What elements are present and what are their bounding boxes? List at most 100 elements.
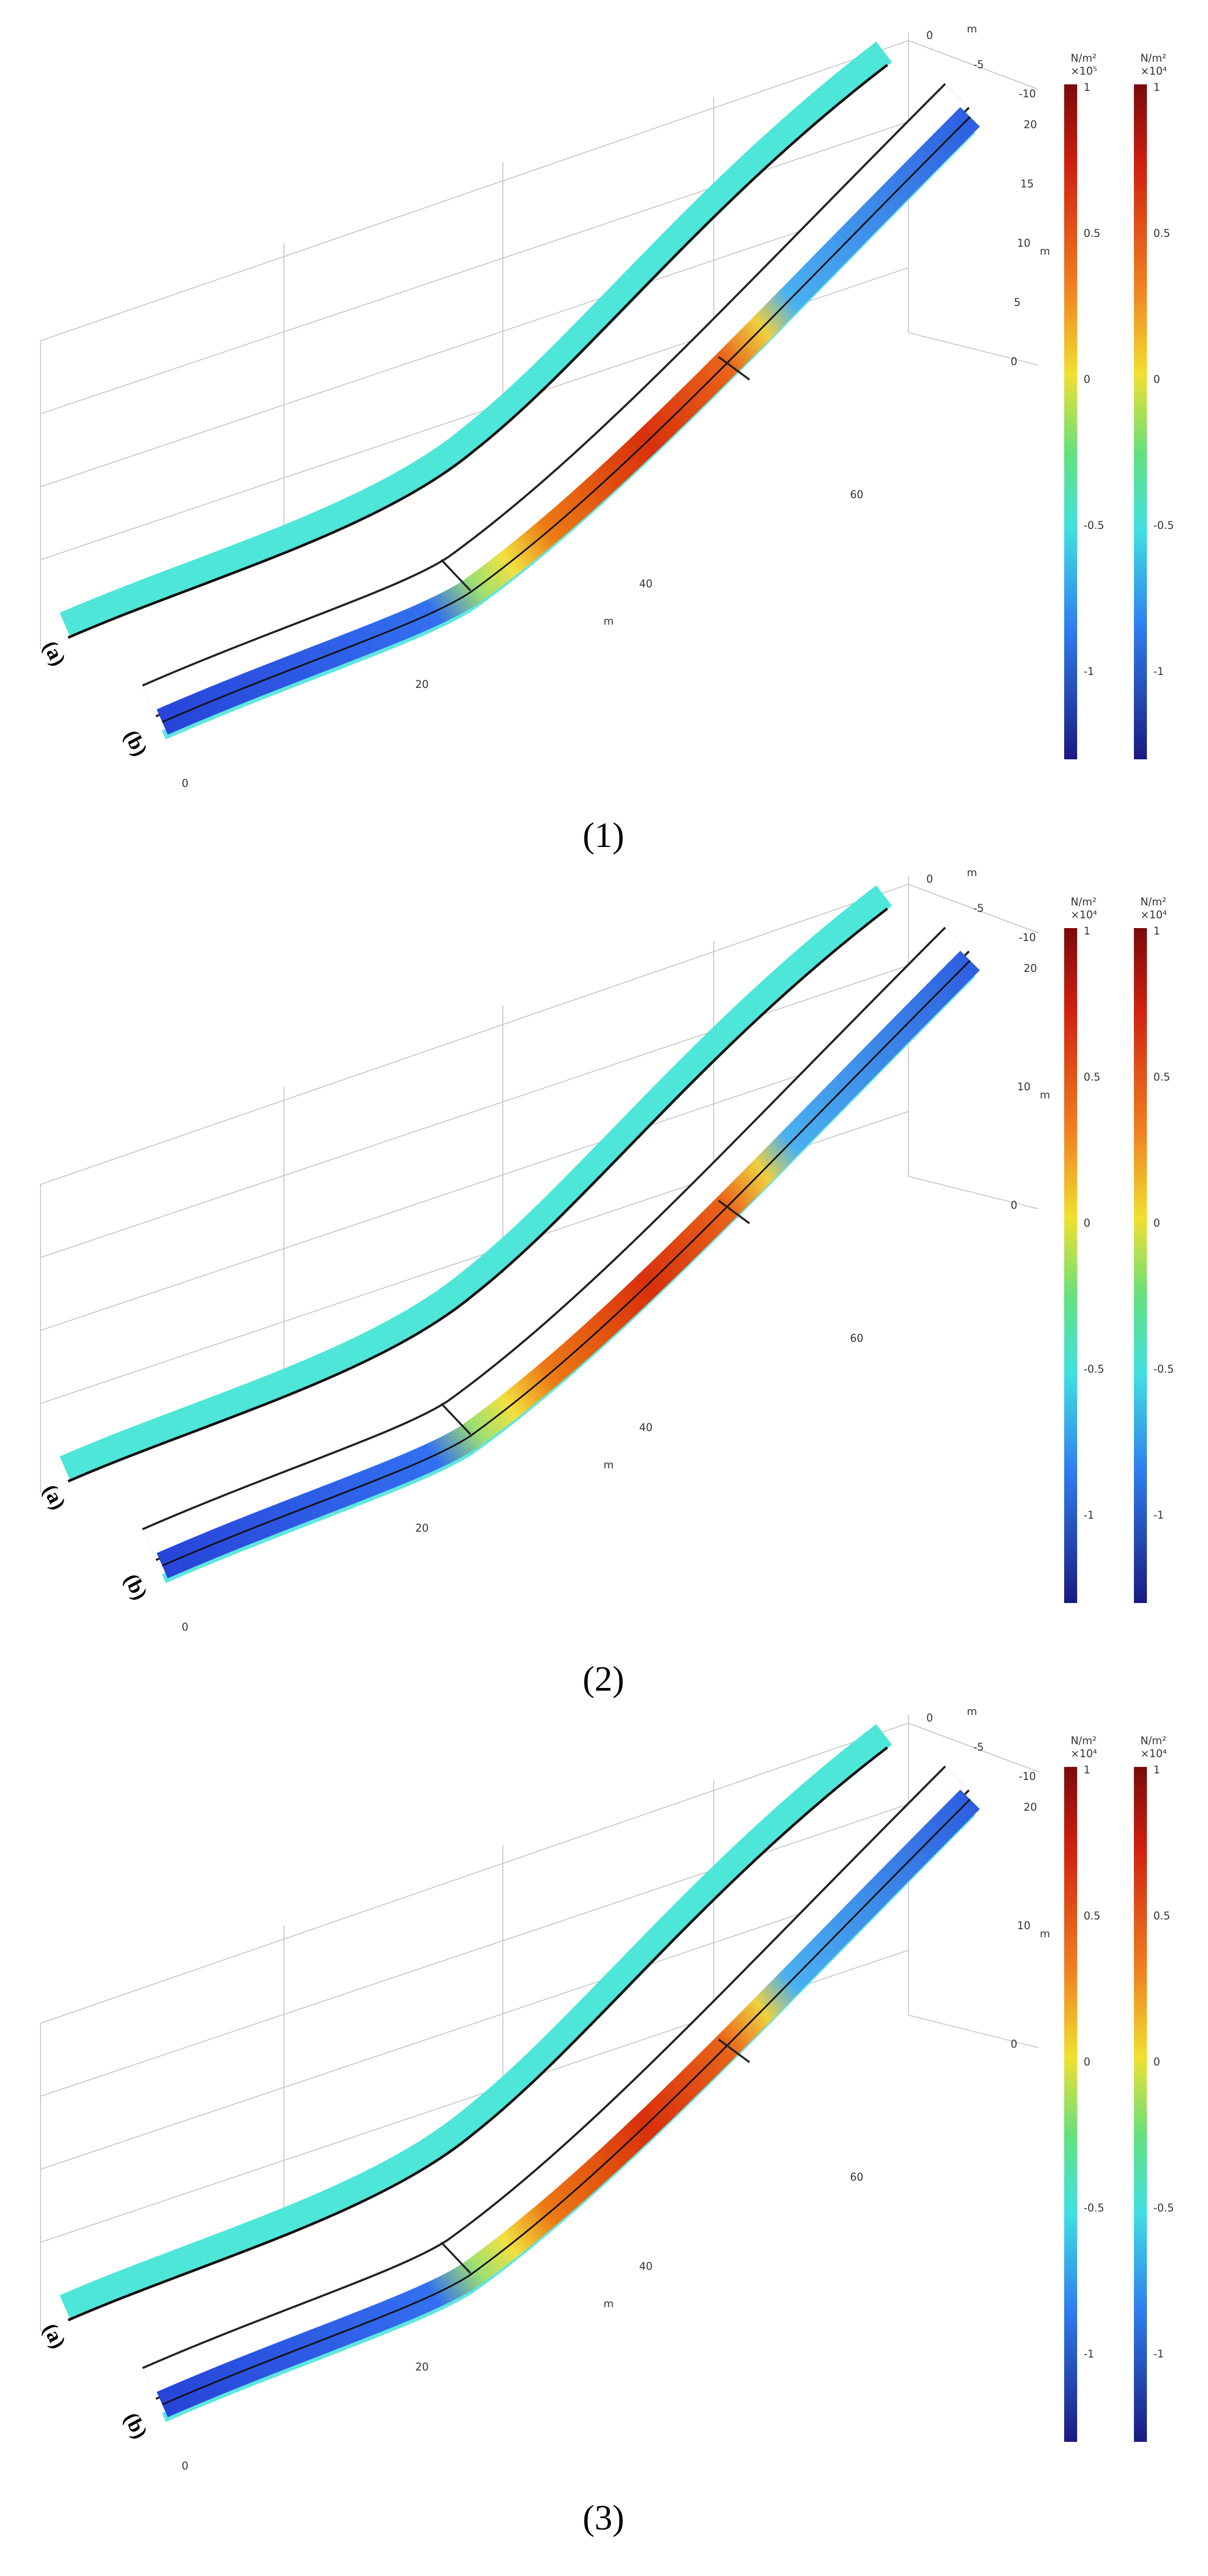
- x-tick-label: 20: [415, 678, 429, 691]
- colorbar-tick-label: 1: [1084, 81, 1090, 94]
- x-axis-unit: m: [603, 1459, 614, 1471]
- strip-label: (b): [120, 1570, 152, 1604]
- x-tick-label: 0: [182, 2460, 188, 2472]
- colorbar-scale: ×10⁴: [1071, 909, 1097, 921]
- strip-label: (a): [38, 637, 70, 670]
- strip-b-centerline: [162, 1798, 971, 2406]
- z-tick-label: 0: [1011, 1199, 1017, 1211]
- colorbar-tick-label: -0.5: [1084, 519, 1104, 532]
- strip-a: [59, 1724, 892, 2319]
- x-tick-label: 60: [850, 2171, 864, 2183]
- x-axis-unit: m: [603, 2297, 614, 2310]
- colorbar-tick-label: -1: [1084, 1509, 1094, 1521]
- colorbar-tick-label: 0.5: [1153, 227, 1170, 240]
- colorbar-tick-label: 1: [1153, 1764, 1160, 1776]
- z-axis-unit: m: [1040, 1928, 1050, 1940]
- x-tick-label: 40: [639, 1421, 653, 1434]
- z-axis-unit: m: [1040, 245, 1050, 257]
- colorbar-tick-label: 1: [1153, 81, 1160, 94]
- colorbar: [1064, 84, 1077, 759]
- colorbar-tick-label: 1: [1084, 1764, 1090, 1776]
- colorbar-tick-label: -0.5: [1084, 2202, 1104, 2214]
- panel-caption: (1): [583, 816, 625, 855]
- colorbar-unit: N/m²: [1140, 1734, 1166, 1747]
- y-tick-label: 0: [926, 873, 933, 885]
- x-tick-label: 20: [415, 2361, 429, 2373]
- section-line: [718, 1200, 751, 1224]
- outline-box: [142, 83, 970, 718]
- colorbar-tick-label: 1: [1153, 925, 1160, 937]
- colorbar-tick-label: 0: [1153, 1217, 1160, 1229]
- colorbar-tick-label: 0.5: [1153, 1910, 1170, 1922]
- grid-line: [908, 2015, 1039, 2048]
- outline-box: [142, 1765, 970, 2400]
- z-tick-label: 10: [1017, 1081, 1031, 1093]
- x-tick-label: 60: [850, 488, 864, 501]
- z-tick-label: 20: [1024, 962, 1037, 975]
- panel: (a)(b)0204060m0-5-10m20100mN/m²×10⁴10.50…: [38, 1705, 1174, 2538]
- strip-a: [59, 885, 892, 1480]
- section-line: [718, 356, 751, 381]
- x-tick-label: 20: [415, 1522, 429, 1534]
- strip-label: (a): [38, 1481, 70, 1513]
- colorbar-tick-label: 0.5: [1153, 1071, 1170, 1083]
- colorbar-tick-label: 0: [1084, 2056, 1090, 2068]
- strip-label: (b): [120, 2409, 152, 2442]
- z-tick-label: 20: [1024, 118, 1037, 131]
- strip-a-edge: [68, 908, 888, 1483]
- strip-label: (b): [120, 726, 152, 760]
- x-tick-label: 40: [639, 2260, 653, 2273]
- strip-b-centerline: [162, 116, 971, 723]
- panel: (a)(b)0204060m0-5-10m20100mN/m²×10⁴10.50…: [38, 866, 1174, 1699]
- y-tick-label: -10: [1019, 931, 1036, 944]
- section-line: [440, 2241, 472, 2274]
- z-tick-label: 15: [1020, 178, 1034, 190]
- strip-a-edge: [68, 1746, 888, 2322]
- outline-box: [142, 926, 970, 1561]
- colorbar-tick-label: 0: [1084, 1217, 1090, 1229]
- section-line: [440, 1402, 472, 1435]
- y-tick-label: -5: [973, 1741, 984, 1753]
- z-tick-label: 10: [1017, 1919, 1031, 1932]
- colorbar-tick-label: 0: [1084, 373, 1090, 386]
- colorbar-scale: ×10⁴: [1071, 1747, 1097, 1760]
- colorbar-tick-label: -0.5: [1153, 519, 1174, 532]
- colorbar: [1133, 1766, 1147, 2442]
- panel-caption: (3): [583, 2498, 625, 2538]
- section-line: [440, 559, 472, 592]
- y-tick-label: 0: [926, 1712, 933, 1724]
- y-tick-label: -5: [973, 58, 984, 71]
- grid-line: [40, 1877, 909, 2170]
- strip-a-edge: [68, 64, 888, 639]
- y-tick-label: 0: [926, 29, 933, 42]
- grid-line: [40, 40, 909, 341]
- strip-a: [59, 41, 892, 637]
- colorbar-unit: N/m²: [1071, 896, 1097, 908]
- grid-line: [40, 1038, 909, 1331]
- panel-caption: (2): [583, 1659, 625, 1699]
- colorbar-tick-label: -0.5: [1153, 2202, 1174, 2214]
- colorbar-tick-label: 1: [1084, 925, 1090, 937]
- grid-line: [40, 1723, 909, 2024]
- y-tick-label: -10: [1019, 1770, 1036, 1783]
- outline-box-inner: [143, 1767, 968, 2398]
- colorbar: [1133, 84, 1147, 759]
- colorbar-tick-label: -1: [1084, 2348, 1094, 2360]
- grid-line: [40, 194, 909, 487]
- colorbar: [1064, 1766, 1077, 2442]
- colorbar-tick-label: -0.5: [1084, 1363, 1104, 1375]
- colorbar-tick-label: 0.5: [1084, 1910, 1100, 1922]
- y-axis-unit: m: [967, 866, 977, 879]
- colorbar: [1133, 928, 1147, 1603]
- colorbar-tick-label: -1: [1084, 665, 1094, 678]
- colorbar-tick-label: -1: [1153, 2348, 1164, 2360]
- colorbar-unit: N/m²: [1071, 52, 1097, 64]
- colorbar-tick-label: -1: [1153, 665, 1164, 678]
- grid-line: [908, 332, 1039, 366]
- y-tick-label: -10: [1019, 88, 1036, 100]
- colorbar-unit: N/m²: [1140, 896, 1166, 908]
- y-tick-label: -5: [973, 902, 984, 915]
- panel: (a)(b)0204060m0-5-10m20151050mN/m²×10⁵10…: [38, 23, 1174, 855]
